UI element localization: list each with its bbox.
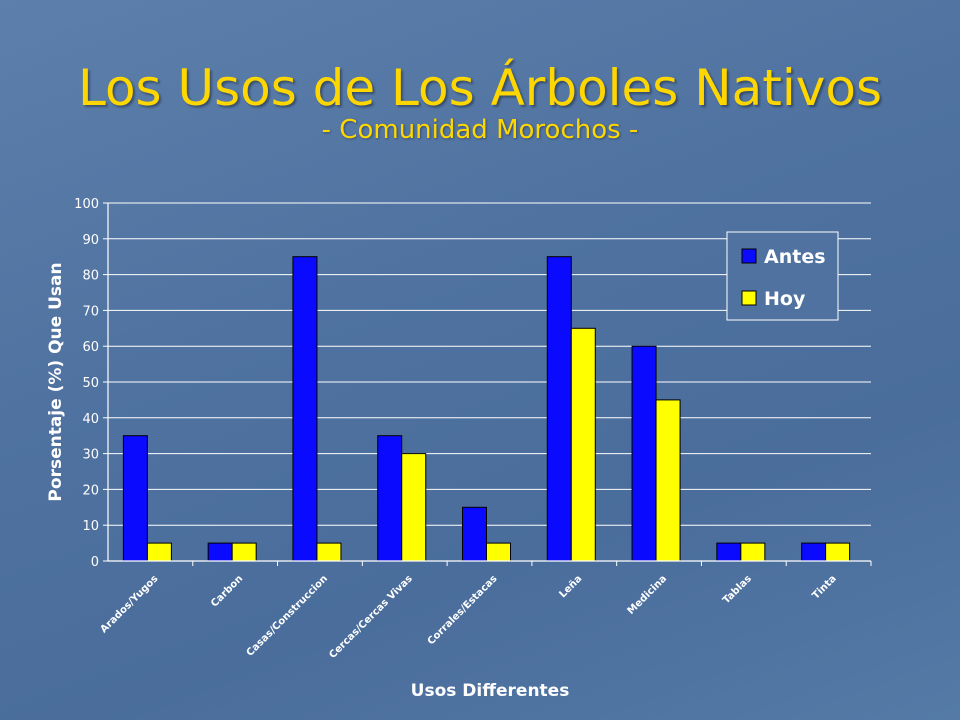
x-category-label: Casas/Construccion (245, 573, 330, 658)
y-tick-labels: 0 10 20 30 40 50 60 70 80 90 100 (74, 197, 99, 570)
x-category-label: Corrales/Estacas (426, 573, 500, 647)
bar-antes-5 (462, 506, 487, 562)
bar-antes-2 (207, 542, 233, 562)
y-tick-label: 10 (82, 519, 99, 534)
bar-hoy-1 (146, 542, 172, 562)
legend-label-hoy: Hoy (764, 288, 806, 310)
y-tick-label: 90 (82, 233, 99, 248)
bar-hoy-3 (316, 542, 342, 562)
x-category-label: Medicina (626, 573, 670, 617)
y-tick-label: 30 (82, 448, 99, 463)
bar-antes-6 (546, 256, 572, 562)
bar-antes-1 (122, 435, 148, 562)
bar-hoy-6 (570, 327, 596, 562)
bar-antes-3 (292, 256, 318, 562)
slide-subtitle: - Comunidad Morochos - (321, 115, 639, 145)
axes (107, 203, 872, 566)
y-tick-label: 70 (82, 304, 99, 319)
bar-hoy-2 (231, 542, 257, 562)
x-category-labels: Arados/Yugos Carbon Casas/ConstruccionCerc… (99, 573, 839, 661)
bar-hoy-5 (486, 542, 511, 562)
bar-hoy-4 (401, 453, 427, 562)
legend-swatch-antes (741, 248, 757, 264)
bar-antes-9 (801, 542, 827, 562)
legend-label-antes: Antes (764, 246, 826, 268)
x-axis-title: Usos Differentes (411, 681, 570, 701)
legend-swatch-hoy (741, 290, 757, 306)
x-category-label: Arados/Yugos (99, 573, 161, 635)
bar-antes-4 (377, 435, 403, 562)
y-tick-label: 50 (82, 376, 99, 391)
y-tick-label: 100 (74, 197, 99, 212)
y-tick-label: 20 (82, 483, 99, 498)
bar-hoy-8 (740, 542, 766, 562)
y-axis-title: Porsentaje (%) Que Usan (46, 262, 66, 501)
y-tick-label: 0 (91, 555, 99, 570)
legend: Antes Hoy (726, 231, 839, 321)
x-category-label: Leña (558, 573, 585, 600)
bar-hoy-9 (825, 542, 851, 562)
bars (122, 256, 851, 562)
y-tick-label: 60 (82, 340, 99, 355)
y-tick-label: 80 (82, 269, 99, 284)
bar-hoy-7 (655, 399, 681, 562)
bar-antes-7 (631, 345, 657, 562)
slide-title: Los Usos de Los Árboles Nativos (77, 59, 883, 117)
x-category-label: Carbon (209, 573, 245, 609)
y-tick-label: 40 (82, 412, 99, 427)
x-category-label: Tinta (811, 573, 839, 601)
x-category-label: Tablas (721, 573, 754, 606)
x-category-label: Cercas/Cercas Vivas (327, 573, 415, 661)
bar-antes-8 (716, 542, 742, 562)
